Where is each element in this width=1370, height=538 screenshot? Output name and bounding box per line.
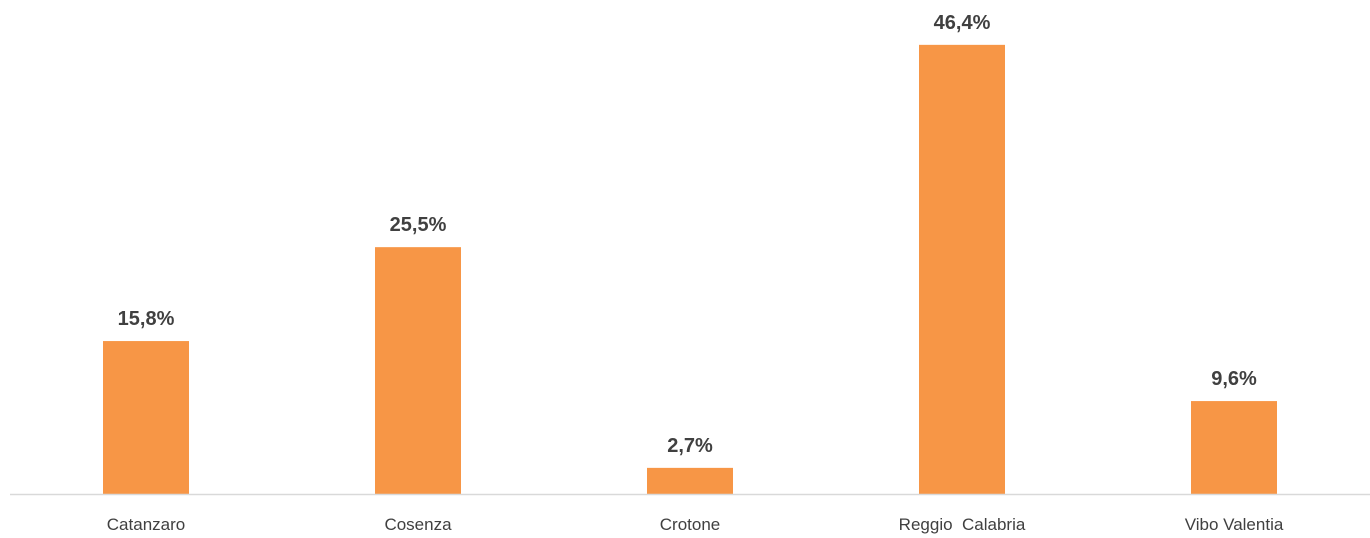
bars-layer	[103, 44, 1277, 495]
category-labels-layer: Catanzaro Cosenza Crotone Reggio Calabria Vi…	[107, 515, 1284, 534]
value-label-reggio-calabria: 46,4%	[934, 12, 991, 34]
category-label-catanzaro: Catanzaro	[107, 515, 185, 534]
category-label-crotone: Crotone	[660, 515, 720, 534]
bar-reggio-calabria	[919, 44, 1005, 495]
category-label-reggio-calabria: Reggio Calabria	[899, 515, 1026, 534]
value-label-cosenza: 25,5%	[390, 214, 447, 236]
value-label-vibo-valentia: 9,6%	[1211, 368, 1257, 390]
value-labels-layer: 15,8% 25,5% 2,7% 46,4% 9,6%	[118, 12, 1257, 457]
value-label-catanzaro: 15,8%	[118, 308, 175, 330]
value-label-crotone: 2,7%	[667, 435, 713, 457]
bar-catanzaro	[103, 341, 189, 494]
bar-vibo-valentia	[1191, 401, 1277, 494]
bar-crotone	[647, 467, 733, 494]
category-label-cosenza: Cosenza	[384, 515, 452, 534]
bar-cosenza	[375, 247, 461, 494]
category-label-vibo-valentia: Vibo Valentia	[1185, 515, 1284, 534]
